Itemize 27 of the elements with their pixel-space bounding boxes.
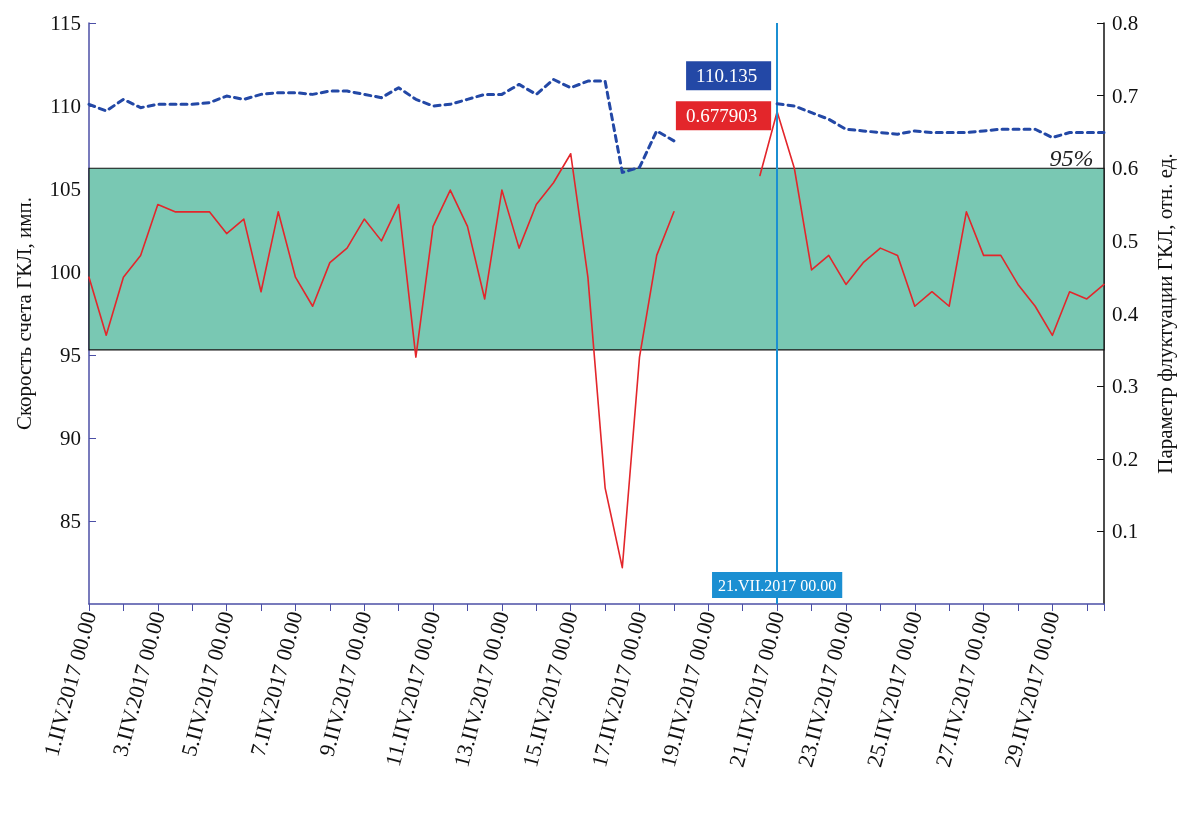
x-tick-label: 7.IIV.2017 00.00 (244, 608, 308, 759)
x-tick-label: 11.IIV.2017 00.00 (379, 608, 446, 769)
y-tick-label: 115 (50, 11, 81, 35)
y-tick-label: 105 (49, 177, 81, 201)
y-tick-label: 90 (60, 426, 81, 450)
y2-tick-label: 0.4 (1112, 301, 1139, 326)
y2-tick-label: 0.5 (1112, 228, 1139, 253)
ref-line-label: 21.VII.2017 00.00 (718, 576, 837, 594)
y2-axis-title: Параметр флуктуации ГКЛ, отн. ед. (1152, 153, 1177, 474)
y2-tick-label: 0.1 (1112, 519, 1139, 544)
x-tick-label: 5.IIV.2017 00.00 (176, 608, 239, 759)
data-label: 0.677903 (685, 105, 758, 127)
y-tick-label: 100 (49, 260, 81, 284)
band-label: 95% (1049, 144, 1094, 171)
y2-tick-label: 0.8 (1112, 11, 1139, 35)
y-axis-title: Скорость счета ГКЛ, имп. (11, 196, 36, 431)
y2-tick-label: 0.7 (1112, 83, 1139, 108)
x-tick-label: 3.IIV.2017 00.00 (107, 608, 170, 759)
y2-tick-label: 0.2 (1112, 446, 1139, 471)
y-tick-label: 110 (50, 94, 81, 118)
data-label: 110.135 (696, 65, 758, 87)
y2-tick-label: 0.6 (1112, 156, 1139, 181)
x-tick-label: 1.IIV.2017 00.00 (38, 608, 102, 759)
y2-tick-label: 0.3 (1112, 374, 1139, 399)
y-tick-label: 95 (60, 343, 81, 367)
x-tick-label: 9.IIV.2017 00.00 (313, 608, 377, 759)
y-tick-label: 85 (60, 509, 81, 533)
